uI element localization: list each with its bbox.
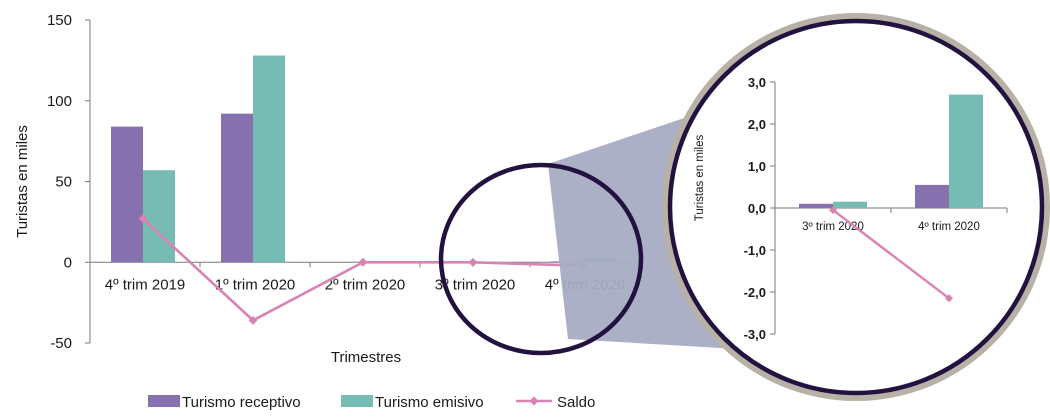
legend-swatch-receptivo: [148, 395, 180, 407]
inset-y-tick-label: -1,0: [744, 243, 766, 258]
inset-bar-turismo-receptivo: [799, 204, 833, 208]
saldo-point: [469, 258, 478, 267]
legend-swatch-emisivo: [341, 395, 373, 407]
y-axis-title: Turistas en miles: [14, 125, 31, 238]
main-chart: -50 0 50 100 150 4º trim 2019 1º trim 2020 2º t…: [14, 12, 640, 366]
y-tick-label: 50: [55, 174, 72, 191]
inset-y-tick-label: 1,0: [748, 159, 766, 174]
x-tick-label: 1º trim 2020: [215, 276, 296, 293]
legend: Turismo receptivo Turismo emisivo Saldo: [148, 394, 595, 411]
inset-bar-turismo-receptivo: [915, 185, 949, 208]
x-tick-label: 4º trim 2019: [105, 276, 186, 293]
inset-y-tick-label: 0,0: [748, 201, 766, 216]
x-tick-label: 2º trim 2020: [325, 276, 406, 293]
inset-bar-turismo-emisivo: [949, 95, 983, 208]
inset-y-tick-label: 3,0: [748, 75, 766, 90]
saldo-line: [143, 219, 583, 321]
bar-turismo-receptivo: [221, 114, 253, 263]
inset-y-tick-label: 2,0: [748, 117, 766, 132]
y-tick-label: -50: [50, 335, 72, 352]
legend-label-receptivo: Turismo receptivo: [182, 394, 301, 411]
saldo-point: [359, 258, 368, 267]
inset-y-axis-title: Turistas en miles: [694, 135, 706, 222]
legend-swatch-saldo-marker: [530, 397, 539, 406]
bar-turismo-emisivo: [253, 56, 285, 263]
inset-x-tick-label: 4º trim 2020: [918, 221, 980, 233]
inset-bar-turismo-emisivo: [833, 202, 867, 208]
y-tick-label: 100: [47, 93, 72, 110]
inset-y-tick-label: -2,0: [744, 285, 766, 300]
y-tick-label: 0: [64, 254, 72, 271]
legend-label-saldo: Saldo: [557, 394, 595, 411]
bar-turismo-receptivo: [111, 127, 143, 263]
inset-y-tick-label: -3,0: [744, 327, 766, 342]
x-axis-title: Trimestres: [331, 349, 401, 366]
y-tick-label: 150: [47, 12, 72, 29]
bar-turismo-emisivo: [143, 170, 175, 262]
legend-label-emisivo: Turismo emisivo: [375, 394, 484, 411]
